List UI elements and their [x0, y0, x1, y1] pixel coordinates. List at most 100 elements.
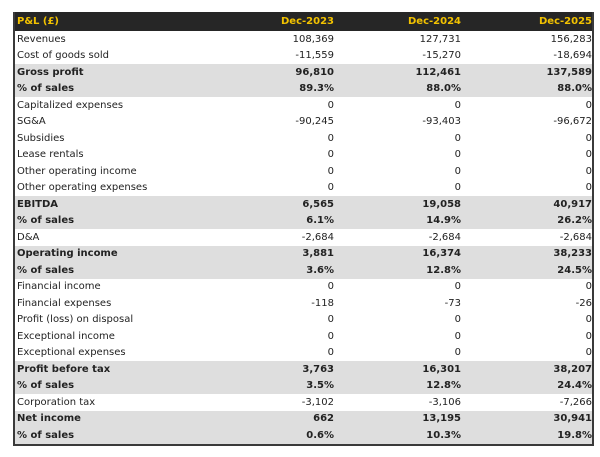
row-value: -15,270: [422, 50, 461, 62]
row-value: 88.0%: [557, 83, 592, 95]
row-value: -2,684: [559, 231, 592, 243]
table-row: Cost of goods sold -11,559 -15,270 -18,694: [15, 48, 592, 65]
row-value: 16,301: [422, 363, 461, 375]
row-label: Capitalized expenses: [17, 99, 124, 111]
table-row: Exceptional expenses 0 0 0: [15, 345, 592, 362]
row-value: 127,731: [419, 33, 461, 45]
row-label: Financial income: [17, 281, 101, 293]
row-value: -118: [311, 297, 334, 309]
row-label: Other operating expenses: [17, 182, 148, 194]
table-row: SG&A -90,245 -93,403 -96,672: [15, 114, 592, 131]
row-value: 0: [454, 132, 461, 144]
row-value: 0: [454, 99, 461, 111]
row-value: -96,672: [553, 116, 592, 128]
row-value: -2,684: [301, 231, 334, 243]
table-row: % of sales 0.6% 10.3% 19.8%: [15, 427, 592, 444]
table-row: Revenues 108,369 127,731 156,283: [15, 31, 592, 48]
table-row: % of sales 6.1% 14.9% 26.2%: [15, 212, 592, 229]
row-value: 13,195: [422, 413, 461, 425]
row-value: 3.6%: [306, 264, 334, 276]
row-value: 0: [454, 182, 461, 194]
row-label: Cost of goods sold: [17, 50, 110, 62]
row-value: 3,881: [302, 248, 334, 260]
row-value: 3,763: [302, 363, 334, 375]
row-value: 0: [585, 99, 592, 111]
row-value: -3,106: [428, 396, 461, 408]
row-value: 156,283: [550, 33, 592, 45]
row-value: 0: [585, 347, 592, 359]
row-value: 3.5%: [306, 380, 334, 392]
row-label: Net income: [17, 413, 81, 425]
row-value: 0: [454, 165, 461, 177]
row-value: 0: [454, 330, 461, 342]
table-row: Other operating income 0 0 0: [15, 163, 592, 180]
row-value: 19,058: [422, 198, 461, 210]
row-label: Profit (loss) on disposal: [17, 314, 134, 326]
row-value: 137,589: [546, 66, 592, 78]
row-value: 40,917: [553, 198, 592, 210]
table-row: Net income 662 13,195 30,941: [15, 410, 592, 427]
row-value: 662: [313, 413, 334, 425]
row-value: -7,266: [559, 396, 592, 408]
row-value: 0: [585, 149, 592, 161]
row-value: 0: [454, 281, 461, 293]
row-value: 0: [454, 149, 461, 161]
row-value: 0: [585, 330, 592, 342]
row-value: 0: [585, 314, 592, 326]
row-label: Financial expenses: [17, 297, 112, 309]
row-value: 0: [327, 165, 334, 177]
row-value: 0: [327, 281, 334, 293]
row-value: -11,559: [295, 50, 334, 62]
row-value: 0: [454, 314, 461, 326]
row-value: 14.9%: [426, 215, 461, 227]
table-row: Profit before tax 3,763 16,301 38,207: [15, 361, 592, 378]
table-row: Capitalized expenses 0 0 0: [15, 97, 592, 114]
row-value: 19.8%: [557, 429, 592, 441]
row-value: 24.4%: [557, 380, 592, 392]
row-label: Exceptional expenses: [17, 347, 126, 359]
column-header: Dec-2024: [408, 16, 461, 27]
row-value: 38,207: [553, 363, 592, 375]
table-row: % of sales 3.6% 12.8% 24.5%: [15, 262, 592, 279]
row-value: 0: [454, 347, 461, 359]
table-row: % of sales 89.3% 88.0% 88.0%: [15, 80, 592, 97]
row-value: 0: [327, 132, 334, 144]
row-label: Lease rentals: [17, 149, 84, 161]
row-value: 0: [327, 330, 334, 342]
row-value: -73: [444, 297, 461, 309]
row-value: 12.8%: [426, 380, 461, 392]
table-row: Exceptional income 0 0 0: [15, 328, 592, 345]
row-label: Revenues: [17, 33, 66, 45]
row-value: 0: [585, 165, 592, 177]
row-value: 0: [327, 314, 334, 326]
row-label: % of sales: [17, 429, 75, 441]
table-body: Revenues 108,369 127,731 156,283 Cost of goo…: [15, 31, 592, 444]
row-label: SG&A: [17, 116, 46, 128]
row-value: 0: [327, 149, 334, 161]
table-row: Financial expenses -118 -73 -26: [15, 295, 592, 312]
column-header: Dec-2025: [539, 16, 592, 27]
row-value: 0: [327, 99, 334, 111]
row-value: 0: [327, 182, 334, 194]
row-value: -90,245: [295, 116, 334, 128]
table-row: Financial income 0 0 0: [15, 279, 592, 296]
table-row: Other operating expenses 0 0 0: [15, 180, 592, 197]
pnl-table: P&L (£) Dec-2023 Dec-2024 Dec-2025 Reven…: [13, 12, 594, 446]
row-value: 0: [585, 182, 592, 194]
table-row: Lease rentals 0 0 0: [15, 147, 592, 164]
row-label: Corporation tax: [17, 396, 96, 408]
row-value: -2,684: [428, 231, 461, 243]
row-value: 0.6%: [306, 429, 334, 441]
row-value: 112,461: [415, 66, 461, 78]
table-row: % of sales 3.5% 12.8% 24.4%: [15, 377, 592, 394]
row-value: -26: [575, 297, 592, 309]
row-value: -3,102: [301, 396, 334, 408]
row-value: 108,369: [292, 33, 334, 45]
row-value: 6.1%: [306, 215, 334, 227]
row-label: D&A: [17, 231, 40, 243]
row-label: % of sales: [17, 83, 75, 95]
row-label: Subsidies: [17, 132, 65, 144]
row-label: % of sales: [17, 215, 75, 227]
row-value: 16,374: [422, 248, 461, 260]
row-value: 12.8%: [426, 264, 461, 276]
